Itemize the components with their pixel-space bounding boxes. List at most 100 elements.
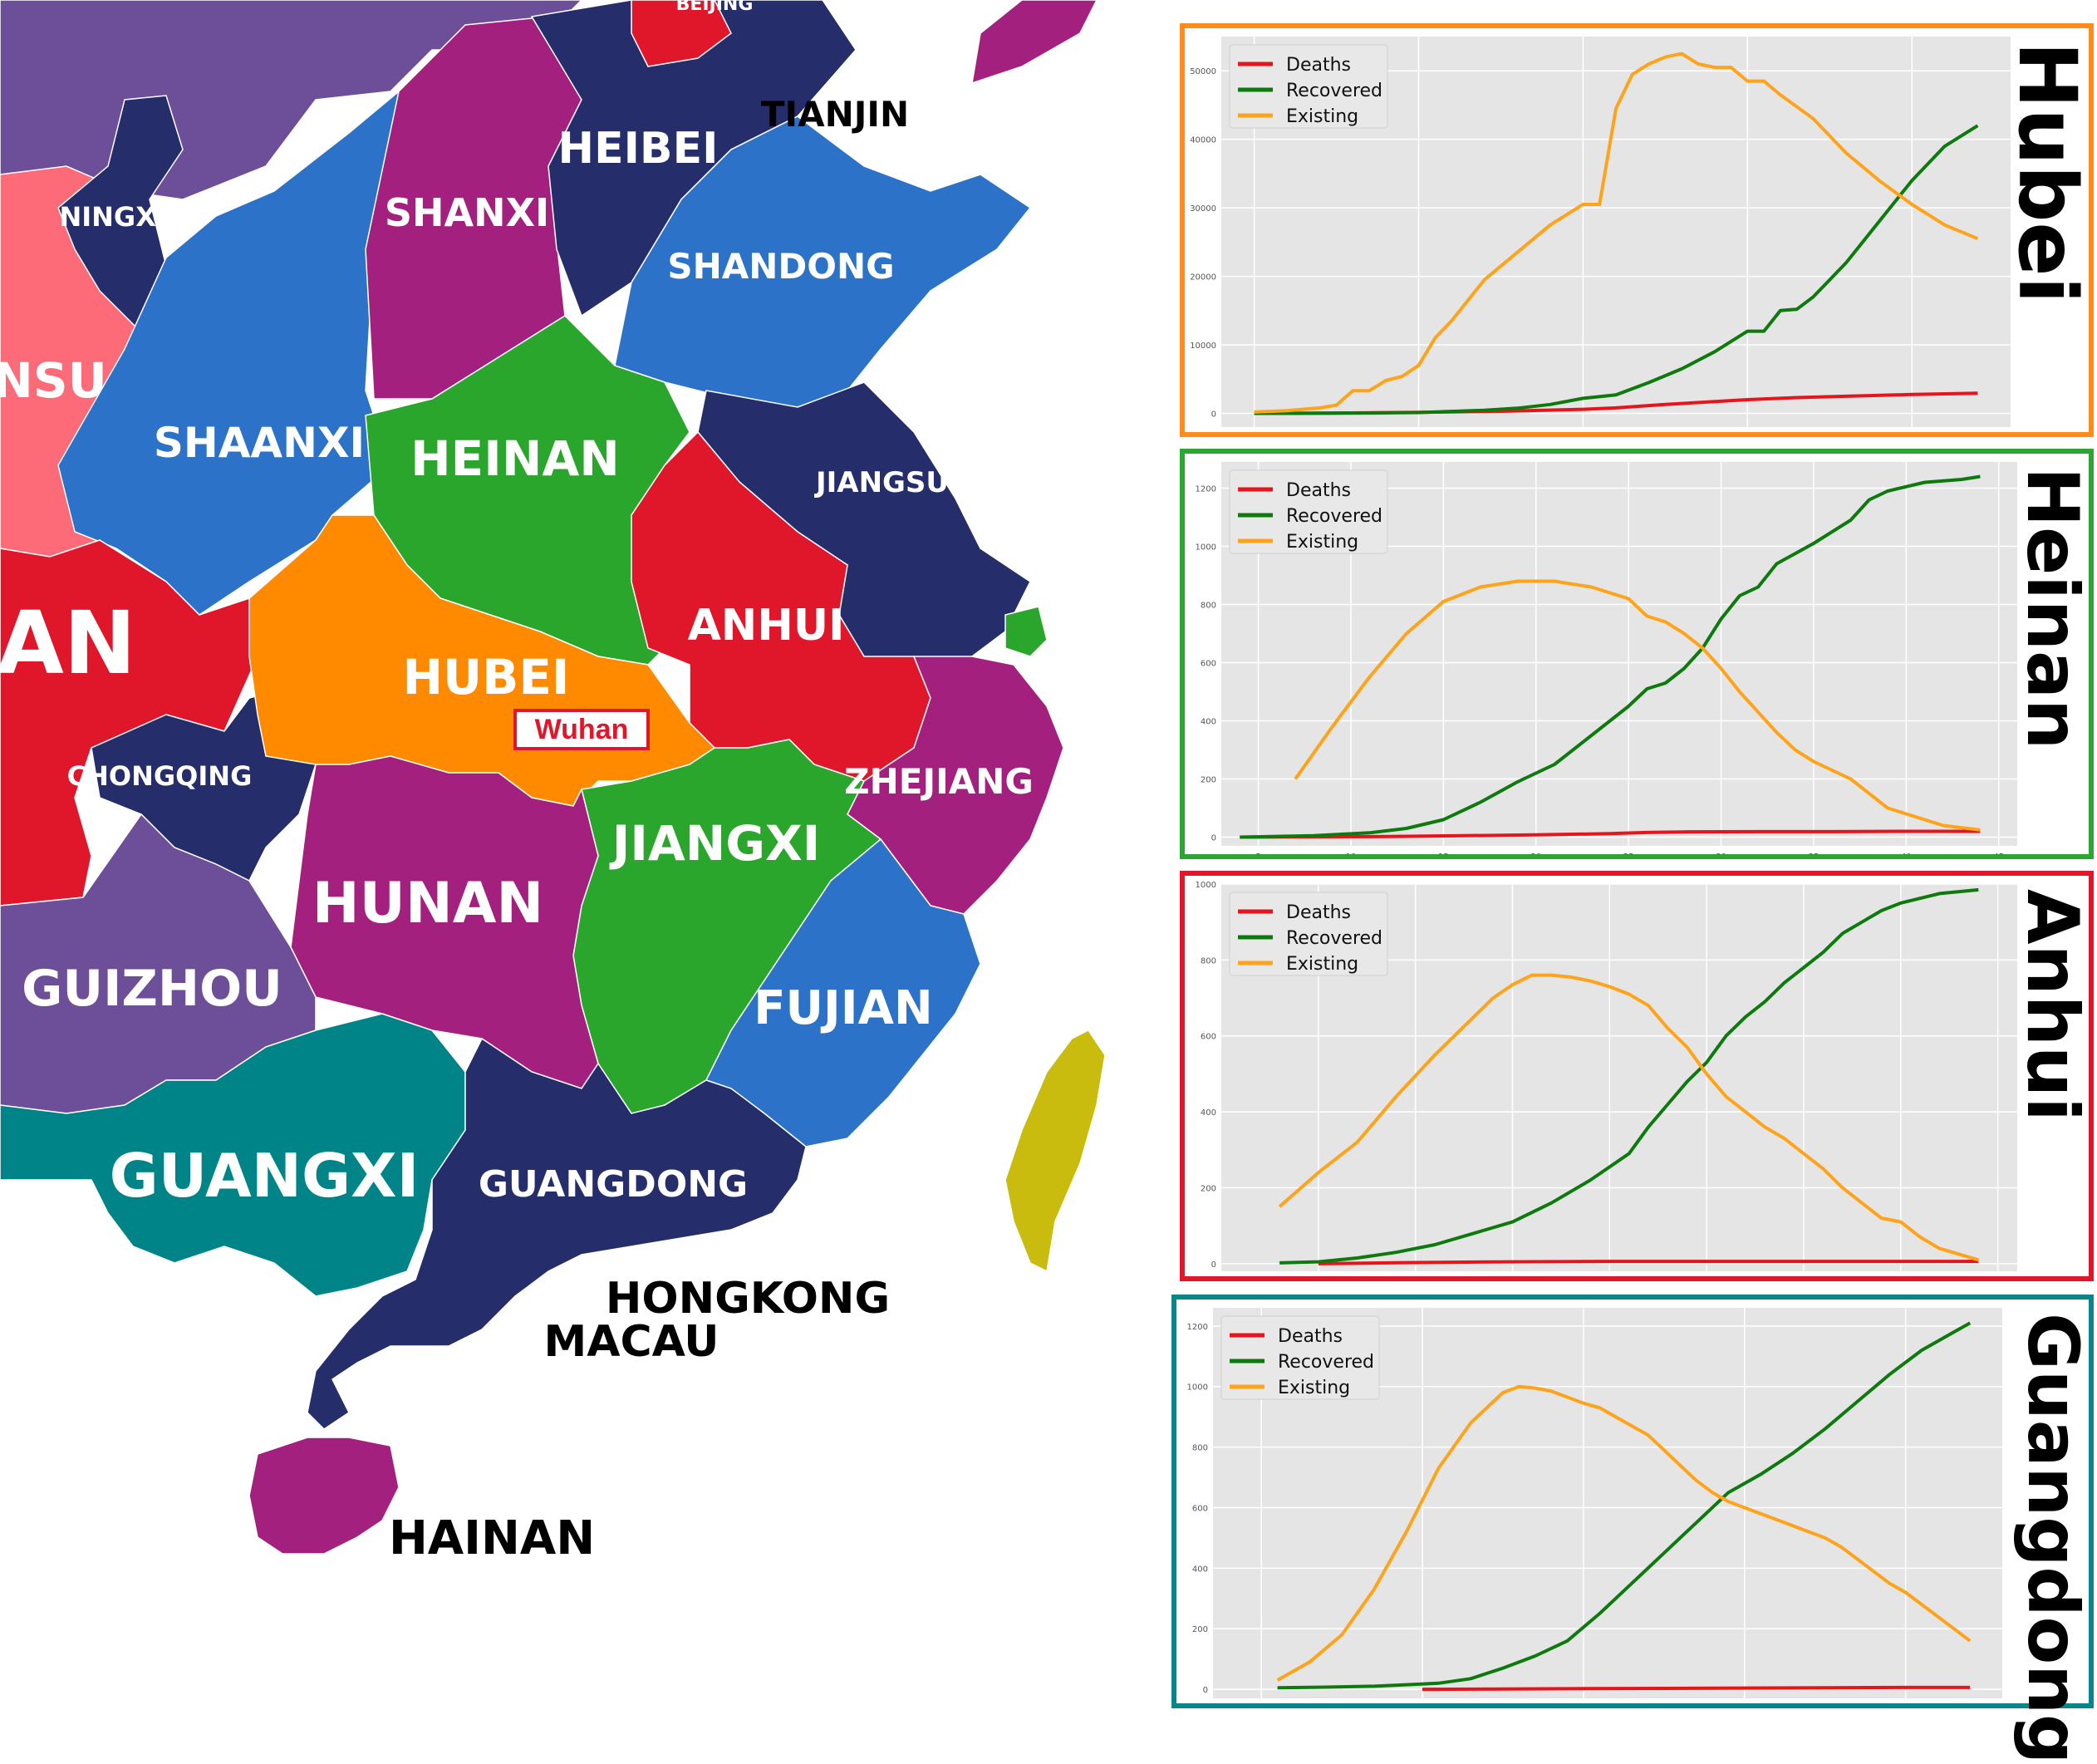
label-fujian: FUJIAN <box>754 981 933 1035</box>
chart-anhui: 020040060080010001015202530354045DeathsR… <box>1196 881 2017 1271</box>
series-line-existing <box>1276 1384 1972 1682</box>
panel-title-anhui: Anhui <box>2011 889 2094 1122</box>
map-province-shapes <box>0 0 1106 1555</box>
x-tick-label: 10 <box>1346 853 1357 854</box>
legend-label-existing: Existing <box>1278 1378 1350 1398</box>
chart-panel-heinan: 0 200 400 600 800 1000 1200 5 10 15 20 25 30 35 40 45 De… <box>1180 449 2094 859</box>
y-tick-label: 0 <box>1211 1260 1216 1270</box>
label-heinan: HEINAN <box>410 430 620 487</box>
legend-label-deaths: Deaths <box>1278 1326 1343 1347</box>
legend: Deaths Recovered Existing <box>1229 892 1388 976</box>
y-tick-label: 800 <box>1192 1444 1208 1453</box>
series-line-deaths <box>1422 1685 1971 1692</box>
label-shanxi: SHANXI <box>385 190 549 235</box>
legend-label-recovered: Recovered <box>1286 81 1382 101</box>
legend-label-recovered: Recovered <box>1286 928 1382 949</box>
chart-panel-guangdong: 020040060080010001200010203040DeathsReco… <box>1171 1295 2094 1764</box>
y-tick-label: 10000 <box>1190 341 1216 351</box>
y-tick-label: 200 <box>1201 1184 1216 1193</box>
y-tick-label: 200 <box>1192 1625 1208 1634</box>
x-tick-label: 20 <box>1530 853 1541 854</box>
label-hubei: HUBEI <box>402 649 569 705</box>
y-tick-label: 800 <box>1201 956 1216 966</box>
legend-label-deaths: Deaths <box>1286 480 1351 501</box>
wuhan-marker: Wuhan <box>513 709 650 750</box>
label-guizhou: GUIZHOU <box>22 960 282 1018</box>
label-jiangxi: JIANGXI <box>609 815 821 872</box>
y-tick-label: 0 <box>1211 410 1216 420</box>
wuhan-label: Wuhan <box>535 714 629 745</box>
label-shaanxi: SHAANXI <box>154 419 365 467</box>
label-beijing: BEIJING <box>676 0 754 15</box>
taiwan-region <box>1004 1029 1106 1273</box>
legend-label-existing: Existing <box>1286 106 1358 127</box>
china-provinces-map: BEIJING TIANJIN HEIBEI NINGXIA SHANXI SHANDON… <box>0 0 1106 1565</box>
y-tick-label: 0 <box>1211 834 1216 843</box>
legend: Deaths Recovered Existing <box>1220 1315 1380 1400</box>
panel-title-guangdong: Guangdong <box>2012 1313 2094 1764</box>
panel-title-hubei: Hubei <box>2001 42 2094 304</box>
hainan-region <box>248 1437 400 1555</box>
chart-panel-anhui: 020040060080010001015202530354045DeathsR… <box>1180 871 2094 1281</box>
x-tick-label: 5 <box>1255 853 1260 854</box>
series-line-recovered <box>1254 124 1979 415</box>
label-tianjin: TIANJIN <box>761 94 909 135</box>
label-hunan: HUNAN <box>312 871 544 936</box>
y-tick-label: 1200 <box>1187 1323 1208 1332</box>
series-line-existing <box>1254 52 1979 414</box>
y-tick-label: 1200 <box>1196 485 1216 494</box>
label-anhui: ANHUI <box>688 601 845 651</box>
guangdong-region <box>307 1037 807 1430</box>
y-tick-label: 200 <box>1201 776 1216 785</box>
legend-label-deaths: Deaths <box>1286 902 1351 923</box>
label-ningxia: NINGXIA <box>59 201 186 233</box>
label-chongqing: CHONGQING <box>67 760 253 792</box>
shanghai-region <box>1004 606 1048 657</box>
y-tick-label: 800 <box>1201 602 1216 611</box>
series-line-deaths <box>1318 1260 1979 1265</box>
y-tick-label: 20000 <box>1190 273 1216 283</box>
ningxia-region <box>57 95 184 334</box>
y-tick-label: 400 <box>1192 1565 1208 1574</box>
legend-label-recovered: Recovered <box>1286 506 1382 527</box>
chart-guangdong: 020040060080010001200010203040DeathsReco… <box>1187 1308 2002 1698</box>
legend-label-existing: Existing <box>1286 954 1358 975</box>
series-line-existing <box>1294 579 1981 832</box>
label-hongkong: HONGKONG <box>606 1274 890 1324</box>
y-tick-label: 50000 <box>1190 67 1216 76</box>
x-tick-label: 15 <box>1438 853 1449 854</box>
y-tick-label: 1000 <box>1187 1383 1208 1393</box>
series-line-recovered <box>1279 887 1979 1265</box>
legend-label-recovered: Recovered <box>1278 1352 1374 1373</box>
x-tick-label: 25 <box>1623 853 1634 854</box>
x-tick-label: 40 <box>1901 853 1912 854</box>
x-tick-label: 35 <box>1809 853 1820 854</box>
chart-heinan: 0 200 400 600 800 1000 1200 5 10 15 20 25 30 35 40 45 De… <box>1196 462 2017 854</box>
y-tick-label: 600 <box>1192 1504 1208 1513</box>
map-province-labels: BEIJING TIANJIN HEIBEI NINGXIA SHANXI SHANDON… <box>0 0 1034 1565</box>
y-tick-label: 30000 <box>1190 204 1216 214</box>
y-tick-label: 40000 <box>1190 136 1216 145</box>
legend: Deaths Recovered Existing <box>1229 44 1388 129</box>
label-sichuan: AN <box>0 592 136 694</box>
x-tick-label: 30 <box>1716 853 1726 854</box>
label-macau: MACAU <box>543 1317 719 1367</box>
x-tick-label: 45 <box>1993 853 2004 854</box>
y-tick-label: 600 <box>1201 660 1216 669</box>
label-jiangsu: JIANGSU <box>814 466 949 499</box>
panel-title-heinan: Heinan <box>2011 467 2094 750</box>
series-line-recovered <box>1240 474 1981 839</box>
label-guangdong: GUANGDONG <box>479 1163 748 1206</box>
y-tick-label: 600 <box>1201 1033 1216 1042</box>
y-tick-label: 400 <box>1201 718 1216 727</box>
label-gansu: NSU <box>0 352 107 409</box>
label-zhejiang: ZHEJIANG <box>844 761 1034 802</box>
beijing-region <box>631 0 732 67</box>
label-shandong: SHANDONG <box>667 246 894 287</box>
label-guangxi: GUANGXI <box>110 1141 420 1211</box>
legend-label-existing: Existing <box>1286 532 1358 553</box>
y-tick-label: 1000 <box>1196 543 1216 553</box>
y-tick-label: 0 <box>1203 1686 1208 1695</box>
chart-panel-hubei: 01000020000300004000050000010203040Death… <box>1180 23 2094 437</box>
chart-hubei: 01000020000300004000050000010203040Death… <box>1190 37 2011 427</box>
